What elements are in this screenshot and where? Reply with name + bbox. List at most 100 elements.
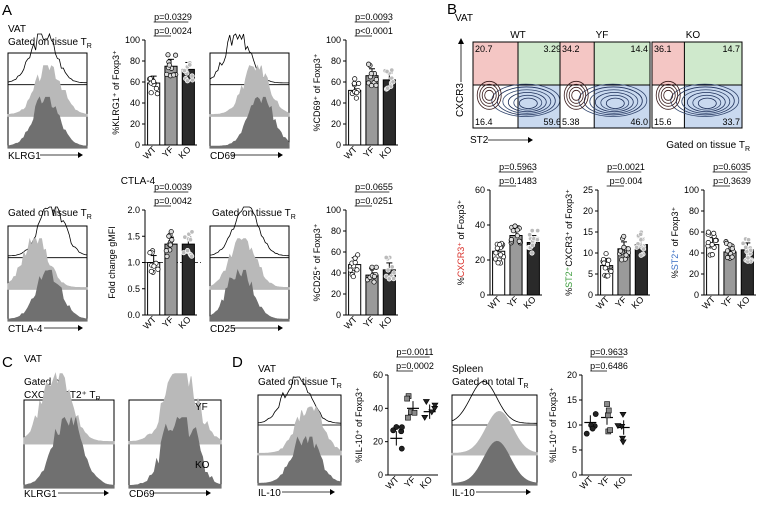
- data-point: [638, 252, 644, 258]
- panel-letter-a: A: [2, 2, 12, 19]
- data-point: [493, 250, 499, 256]
- data-point: [618, 435, 627, 442]
- density-contour: [578, 83, 648, 117]
- histogram-trace: [7, 96, 88, 149]
- data-point: [495, 260, 501, 266]
- data-point: [583, 430, 590, 437]
- y-tick-label: 20: [331, 119, 341, 129]
- p-value-label: p=0.6486: [590, 361, 628, 371]
- x-tick-label: YF: [596, 474, 612, 490]
- data-point: [514, 233, 520, 239]
- data-point: [607, 427, 613, 433]
- data-point: [604, 401, 610, 407]
- p-value-label: p=0.0002: [396, 361, 434, 371]
- y-axis-label: %CD69⁺ of Foxp3⁺: [312, 53, 322, 131]
- x-tick-label: YF: [160, 314, 176, 330]
- y-tick-label: 20: [689, 269, 699, 279]
- y-tick-label: 20: [567, 370, 577, 380]
- histogram-trace: [23, 372, 115, 445]
- data-point: [530, 242, 536, 248]
- data-point: [725, 254, 731, 261]
- data-point: [508, 237, 514, 243]
- flow-y-axis-label: CXCR3: [455, 83, 466, 117]
- data-point: [529, 228, 535, 234]
- p-value-label: p=0.9633: [590, 347, 628, 357]
- flow-plot-yf: 34.2 14.4 5.38 46.0: [559, 41, 651, 129]
- data-point: [187, 237, 193, 243]
- y-tick-label: 5: [572, 445, 577, 455]
- data-point: [352, 76, 358, 82]
- density-contour: [605, 97, 625, 109]
- data-point: [510, 228, 516, 234]
- data-point: [168, 229, 174, 235]
- p-value-label: p=0.0655: [355, 182, 393, 192]
- density-contour: [479, 83, 500, 107]
- quadrant-percent-ur: 14.4: [630, 44, 648, 54]
- data-point: [155, 266, 161, 272]
- data-point: [369, 264, 375, 270]
- histogram-trace: [209, 96, 290, 149]
- quadrant-percent-ll: 16.4: [475, 117, 493, 127]
- y-tick-label: 20: [583, 206, 593, 216]
- panel-a-gate-bottom-left: Gated on tissue TR: [8, 208, 92, 221]
- p-value-label: p=0.5963: [499, 162, 537, 172]
- histogram-c-klrg1: KLRG1: [23, 372, 115, 500]
- data-point: [398, 445, 405, 452]
- data-point: [366, 61, 372, 67]
- density-contour: [571, 89, 582, 101]
- x-tick-label: WT: [141, 144, 158, 161]
- x-tick-label: YF: [402, 474, 418, 490]
- chart-b-st2: 0 20 40 60 80 100 %ST2⁺ of Foxp3⁺ WT YF KO p=0.603…: [670, 162, 756, 311]
- density-contour: [594, 92, 634, 113]
- data-point: [608, 268, 614, 274]
- data-point: [368, 71, 374, 77]
- panel-d-gate-vat: Gated on tissue TR: [258, 377, 342, 390]
- y-tick-label: 1.5: [127, 231, 140, 241]
- histogram-trace: [7, 206, 88, 259]
- data-point: [746, 237, 752, 243]
- hist-label-d-vat: IL-10: [258, 488, 281, 499]
- p-value-label: p=0.0039: [154, 182, 192, 192]
- bar-ko: [634, 244, 648, 296]
- histogram-c-cd69: CD69 YF KO: [128, 373, 222, 500]
- y-tick-label: 100: [125, 35, 140, 45]
- quadrant-upper-left: [560, 42, 595, 85]
- hist-label-ctla4: CTLA-4: [8, 324, 43, 335]
- data-point: [385, 267, 391, 273]
- flow-x-axis-label: ST2: [470, 135, 489, 146]
- data-point: [497, 242, 503, 248]
- x-tick-label: YF: [361, 314, 377, 330]
- data-point: [711, 230, 717, 236]
- y-tick-label: 100: [326, 205, 341, 215]
- data-point: [634, 244, 640, 250]
- x-tick-label: YF: [160, 144, 176, 160]
- y-axis-label: %IL-10⁺ of Foxp3⁺: [354, 387, 364, 463]
- data-point: [347, 267, 353, 273]
- y-tick-label: 100: [684, 185, 699, 195]
- data-point: [404, 395, 410, 402]
- y-tick-label: 10: [583, 248, 593, 258]
- bar-ko: [526, 242, 540, 296]
- x-tick-label: YF: [719, 294, 735, 310]
- y-axis-label: %KLRG1⁺ of Foxp3⁺: [111, 50, 121, 135]
- quadrant-percent-lr: 59.6: [543, 117, 561, 127]
- histogram-cd69: CD69: [209, 33, 290, 162]
- data-point: [173, 52, 179, 58]
- data-point: [619, 411, 627, 418]
- data-point: [745, 255, 751, 261]
- data-point: [154, 91, 160, 97]
- p-value-label: p=0.3639: [713, 176, 751, 186]
- p-value-label: p=0.0042: [154, 196, 192, 206]
- data-point: [606, 257, 612, 263]
- y-axis-label: %CXCR3⁺ of Foxp3⁺: [456, 199, 466, 285]
- hist-label-klrg1: KLRG1: [8, 151, 41, 162]
- data-point: [618, 424, 626, 430]
- data-point: [390, 79, 396, 85]
- y-tick-label: 0: [336, 140, 341, 150]
- density-contour: [568, 86, 584, 104]
- data-point: [383, 254, 389, 261]
- y-tick-label: 40: [689, 248, 699, 258]
- y-tick-label: 10: [567, 420, 577, 430]
- data-point: [589, 425, 596, 432]
- histogram-trace: [128, 373, 222, 445]
